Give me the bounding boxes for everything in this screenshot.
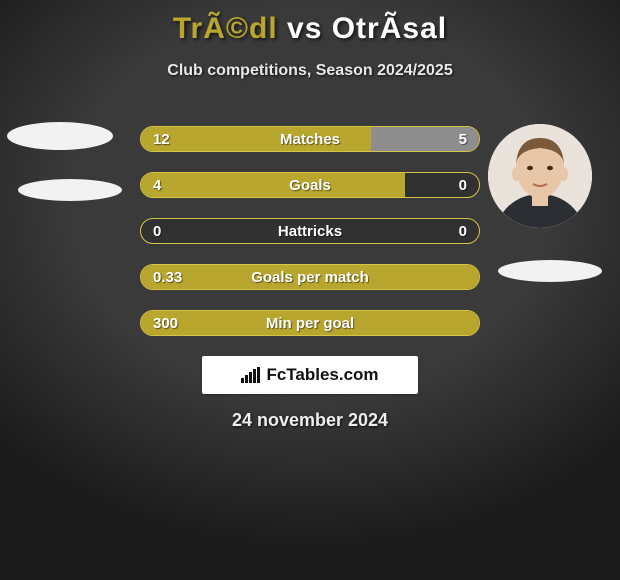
player-left-name-ellipse	[18, 179, 122, 201]
stat-label: Min per goal	[141, 311, 479, 335]
title-player-right: OtrÃ­sal	[332, 12, 447, 45]
player-right-name-ellipse	[498, 260, 602, 282]
player-right-avatar	[488, 124, 592, 228]
stat-label: Matches	[141, 127, 479, 151]
stat-row: 300Min per goal	[140, 310, 480, 336]
stat-row: 12Matches5	[140, 126, 480, 152]
stat-row: 4Goals0	[140, 172, 480, 198]
title-vs: vs	[278, 12, 332, 45]
date-label: 24 november 2024	[0, 410, 620, 431]
stat-label: Goals per match	[141, 265, 479, 289]
subtitle: Club competitions, Season 2024/2025	[0, 62, 620, 80]
fctables-logo: FcTables.com	[202, 356, 418, 394]
title-player-left: TrÃ©dl	[173, 12, 278, 45]
player-photo-icon	[488, 124, 592, 228]
stat-value-right: 0	[459, 173, 467, 197]
page-title: TrÃ©dl vs OtrÃ­sal	[0, 12, 620, 46]
stat-value-right: 0	[459, 219, 467, 243]
logo-text: FcTables.com	[266, 365, 378, 385]
stats-panel: 12Matches54Goals00Hattricks00.33Goals pe…	[140, 126, 480, 356]
stat-label: Goals	[141, 173, 479, 197]
player-left-avatar-ellipse	[7, 122, 113, 150]
stat-label: Hattricks	[141, 219, 479, 243]
stat-value-right: 5	[459, 127, 467, 151]
stat-row: 0.33Goals per match	[140, 264, 480, 290]
bar-chart-icon	[241, 367, 260, 383]
stat-row: 0Hattricks0	[140, 218, 480, 244]
